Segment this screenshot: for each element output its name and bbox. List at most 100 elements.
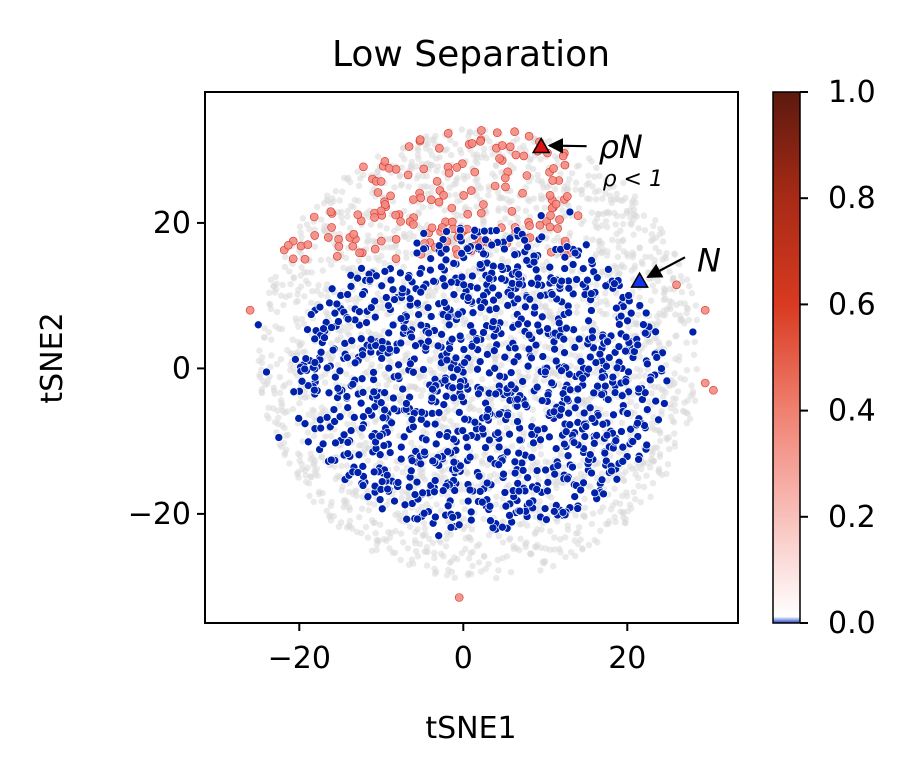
- cloud-point: [476, 407, 483, 414]
- n-point: [404, 482, 414, 492]
- n-point: [347, 336, 357, 346]
- n-point: [579, 478, 588, 488]
- n-point: [457, 272, 467, 282]
- cloud-point: [414, 553, 422, 560]
- n-point: [607, 466, 616, 476]
- cloud-point: [663, 306, 671, 313]
- plot-area: [245, 126, 718, 602]
- cloud-point: [344, 176, 351, 183]
- rho-n-point: [519, 151, 529, 161]
- cloud-point: [264, 377, 272, 384]
- cloud-point: [633, 402, 640, 410]
- n-point: [486, 516, 495, 526]
- n-point: [513, 417, 522, 426]
- cloud-point: [406, 523, 414, 530]
- n-point: [611, 436, 621, 446]
- cloud-point: [323, 507, 330, 514]
- rho-n-point: [549, 164, 558, 173]
- cloud-point: [470, 265, 478, 272]
- cloud-point: [403, 254, 410, 261]
- cloud-point: [648, 420, 656, 427]
- n-point: [505, 429, 514, 439]
- cloud-point: [391, 549, 399, 556]
- n-point: [608, 372, 618, 382]
- n-point: [580, 432, 590, 441]
- cloud-point: [296, 400, 303, 407]
- n-point: [330, 308, 340, 318]
- n-point: [330, 417, 339, 426]
- n-point: [343, 290, 352, 299]
- cloud-point: [663, 470, 670, 477]
- n-point: [413, 298, 422, 308]
- cloud-point: [481, 145, 488, 153]
- n-point: [520, 235, 529, 245]
- n-point: [372, 271, 381, 281]
- cloud-point: [537, 443, 544, 450]
- cloud-point: [416, 540, 424, 548]
- n-point: [561, 427, 571, 437]
- n-point: [390, 295, 399, 304]
- cloud-point: [398, 181, 405, 188]
- cloud-point: [342, 254, 350, 262]
- cloud-point: [573, 309, 580, 316]
- cloud-point: [625, 324, 632, 331]
- rho-n-point: [709, 385, 718, 395]
- cloud-point: [628, 221, 635, 228]
- cloud-point: [689, 388, 697, 395]
- cloud-point: [433, 568, 440, 576]
- cloud-point: [574, 475, 581, 482]
- n-point: [430, 476, 440, 485]
- cloud-point: [507, 569, 515, 576]
- cloud-point: [399, 469, 406, 476]
- cloud-point: [306, 226, 313, 233]
- cloud-point: [272, 273, 279, 281]
- cloud-point: [270, 283, 277, 290]
- n-point: [510, 250, 520, 260]
- rho-n-point: [310, 231, 320, 240]
- cloud-point: [668, 299, 675, 306]
- n-point: [520, 400, 530, 410]
- cloud-point: [551, 534, 558, 541]
- n-point: [585, 403, 595, 413]
- rho-n-point: [391, 254, 401, 264]
- cloud-point: [431, 354, 438, 362]
- n-point: [479, 249, 488, 259]
- rho-n-point: [434, 197, 444, 207]
- cloud-point: [381, 259, 388, 267]
- rho-n-point: [700, 378, 710, 388]
- cloud-point: [451, 574, 458, 582]
- cloud-point: [429, 539, 437, 547]
- cloud-point: [560, 464, 567, 471]
- n-point: [343, 449, 353, 458]
- n-point: [457, 392, 466, 402]
- n-point: [274, 433, 284, 442]
- n-point: [335, 366, 345, 376]
- rho-n-point: [359, 162, 368, 172]
- n-point: [531, 340, 541, 350]
- n-point: [421, 435, 431, 445]
- cloud-point: [550, 562, 557, 570]
- cloud-point: [525, 163, 532, 170]
- cloud-point: [686, 283, 693, 290]
- cloud-point: [278, 325, 286, 333]
- cloud-point: [428, 184, 436, 191]
- rho-n-point: [419, 164, 429, 174]
- cloud-point: [281, 409, 288, 416]
- cloud-point: [421, 476, 429, 483]
- cloud-point: [550, 237, 558, 244]
- cloud-point: [672, 333, 679, 340]
- annotation-arrow: [547, 138, 587, 154]
- cloud-point: [339, 188, 346, 195]
- cloud-point: [659, 256, 666, 263]
- y-axis-label: tSNE2: [35, 312, 70, 403]
- n-point: [589, 388, 599, 398]
- n-point: [426, 254, 436, 263]
- cloud-point: [666, 268, 673, 275]
- n-point: [584, 316, 593, 326]
- cloud-point: [628, 505, 635, 512]
- y-tick-label: 20: [153, 206, 191, 241]
- cloud-point: [429, 292, 437, 300]
- cloud-point: [313, 287, 321, 295]
- cloud-point: [259, 377, 267, 385]
- rho-n-point: [376, 206, 386, 216]
